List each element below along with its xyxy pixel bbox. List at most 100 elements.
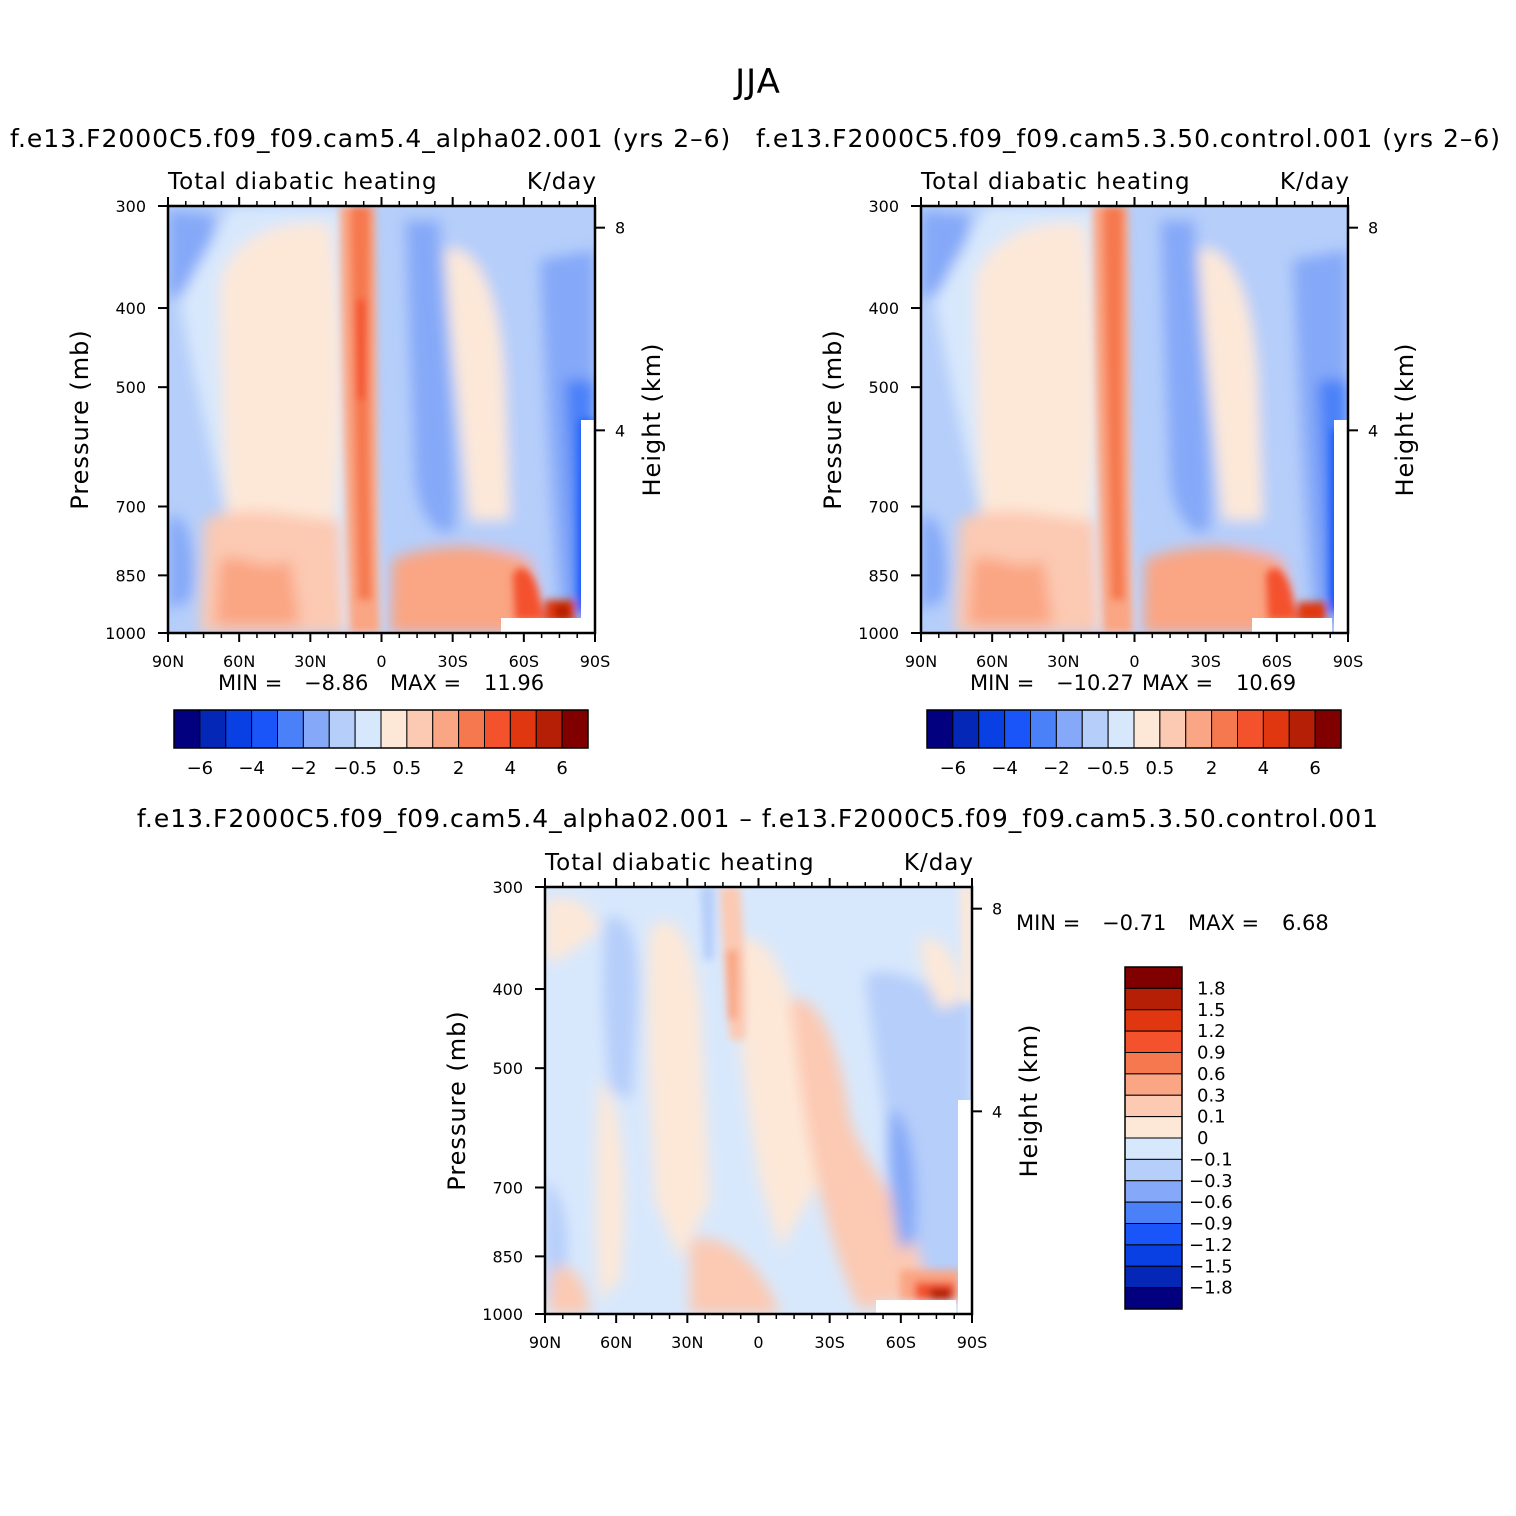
- y2-axis-label: Height (km): [638, 343, 666, 497]
- y-tick-label: 400: [115, 299, 146, 318]
- colorbar-swatch: [1124, 1052, 1183, 1075]
- heatmap-region: [356, 300, 366, 400]
- x-tick-label: 30N: [294, 652, 326, 671]
- colorbar-label: −0.3: [1189, 1171, 1233, 1192]
- heatmap-region: [888, 1110, 917, 1250]
- heatmap-region: [1160, 220, 1212, 533]
- colorbar-label: 1.2: [1197, 1021, 1226, 1042]
- heatmap-region: [555, 604, 570, 620]
- colorbar-swatch: [1004, 709, 1031, 749]
- colorbar-swatch: [1055, 709, 1083, 749]
- colorbar-swatch: [328, 709, 356, 749]
- colorbar-swatch: [1124, 1223, 1183, 1246]
- heatmap-region: [1266, 568, 1298, 620]
- x-tick-label: 0: [1129, 652, 1139, 671]
- colorbar-swatch: [1314, 709, 1342, 749]
- panel-2-heatmap: [919, 204, 1350, 635]
- colorbar-label: −4: [238, 758, 265, 779]
- colorbar-label: 0.3: [1197, 1085, 1226, 1106]
- colorbar-swatch: [1124, 1287, 1183, 1310]
- colorbar-label: 2: [453, 758, 464, 779]
- y-tick-label: 400: [492, 980, 523, 999]
- colorbar-swatch: [1124, 1073, 1183, 1096]
- missing-data-mask: [501, 618, 581, 633]
- panel-1-min-label: MIN =: [218, 671, 282, 695]
- colorbar-swatch: [926, 709, 954, 749]
- variable-label: Total diabatic heating: [544, 850, 815, 876]
- colorbar-swatch: [1124, 1094, 1183, 1118]
- colorbar-frame: [173, 709, 589, 749]
- x-tick-label: 60S: [886, 1333, 917, 1352]
- heatmap-region: [405, 220, 457, 533]
- colorbar-swatch: [1262, 709, 1290, 749]
- colorbar-label: 0.5: [393, 758, 422, 779]
- colorbar-label: 1.8: [1197, 978, 1226, 999]
- heatmap-region: [168, 210, 215, 300]
- heatmap-region: [1103, 206, 1125, 600]
- missing-data-mask: [958, 1100, 972, 1314]
- colorbar-label: −6: [940, 758, 967, 779]
- y-tick-label: 300: [492, 878, 523, 897]
- colorbar-label: −0.5: [333, 758, 377, 779]
- panel-3-max-label: MAX =: [1188, 911, 1259, 935]
- y-axis-label: Pressure (mb): [819, 329, 847, 509]
- heatmap-region: [726, 950, 738, 1020]
- colorbar-label: 4: [1258, 758, 1269, 779]
- colorbar-label: −1.8: [1189, 1278, 1233, 1299]
- colorbar-swatch: [1030, 709, 1057, 749]
- x-tick-label: 90S: [580, 652, 611, 671]
- colorbar-label: 0.5: [1146, 758, 1175, 779]
- units-label: K/day: [904, 850, 974, 876]
- heatmap-region: [1198, 248, 1263, 520]
- colorbar-label: −4: [991, 758, 1018, 779]
- colorbar-label: 0.9: [1197, 1043, 1226, 1064]
- colorbar-label: 1.5: [1197, 1000, 1226, 1021]
- colorbar-label: −2: [290, 758, 317, 779]
- y-tick-label: 500: [492, 1059, 523, 1078]
- colorbar-swatch: [199, 709, 227, 749]
- heatmap-region: [920, 938, 965, 1010]
- panel-2-min-value: −10.27: [1056, 671, 1134, 695]
- colorbar-swatch: [509, 709, 537, 749]
- y-tick-label: 700: [492, 1179, 523, 1198]
- colorbar-swatch: [458, 709, 485, 749]
- x-tick-label: 30N: [1047, 652, 1079, 671]
- colorbar-label: 6: [556, 758, 567, 779]
- y-tick-label: 1000: [105, 624, 146, 643]
- heatmap-region: [350, 206, 372, 600]
- y-tick-label: 500: [115, 378, 146, 397]
- missing-data-mask: [876, 1300, 956, 1314]
- heatmap-region: [647, 921, 710, 1260]
- colorbar-swatch: [1211, 709, 1238, 749]
- missing-data-mask: [581, 420, 595, 633]
- panel-2-run-title: f.e13.F2000C5.f09_f09.cam5.3.50.control.…: [756, 124, 1502, 153]
- y-axis-label: Pressure (mb): [443, 1010, 471, 1190]
- colorbar-swatch: [1124, 1180, 1183, 1203]
- heatmap-region: [930, 1288, 952, 1300]
- panel-3-heatmap: [543, 885, 974, 1316]
- x-tick-label: 30S: [1190, 652, 1221, 671]
- colorbar-frame: [1124, 966, 1183, 1310]
- difference-title: f.e13.F2000C5.f09_f09.cam5.4_alpha02.001…: [136, 804, 1380, 833]
- panel-3-max-value: 6.68: [1282, 911, 1329, 935]
- heatmap-region: [735, 938, 820, 1250]
- y2-tick-label: 8: [1368, 219, 1378, 238]
- y2-tick-label: 4: [1368, 421, 1378, 440]
- heatmap-region: [548, 1266, 590, 1314]
- colorbar-swatch: [978, 709, 1006, 749]
- y2-tick-label: 8: [992, 900, 1002, 919]
- heatmap-region: [968, 557, 1053, 625]
- colorbar-swatch: [432, 709, 460, 749]
- x-tick-label: 30S: [437, 652, 468, 671]
- colorbar-swatch: [952, 709, 980, 749]
- heatmap-region: [215, 557, 300, 625]
- colorbar-label: −0.5: [1086, 758, 1130, 779]
- colorbar-swatch: [1124, 966, 1183, 989]
- units-label: K/day: [1280, 169, 1350, 195]
- y-tick-label: 700: [115, 498, 146, 517]
- x-tick-label: 90N: [905, 652, 937, 671]
- colorbar-label: −0.6: [1189, 1192, 1233, 1213]
- panel-1-max-label: MAX =: [390, 671, 461, 695]
- colorbar-swatch: [225, 709, 253, 749]
